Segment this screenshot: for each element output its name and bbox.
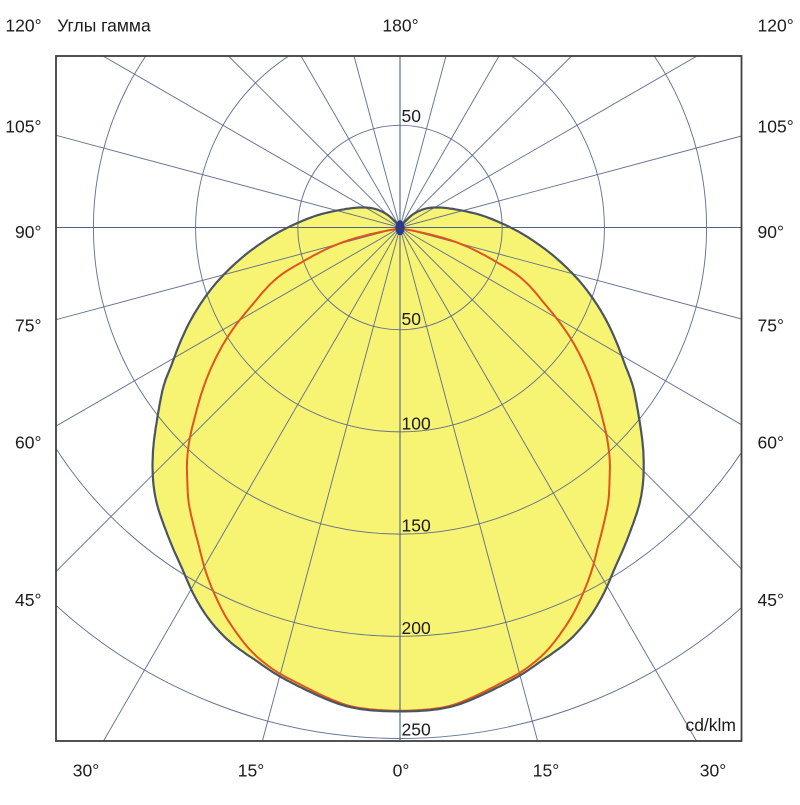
svg-text:105°: 105° <box>758 117 794 137</box>
svg-text:50: 50 <box>402 106 422 126</box>
svg-text:60°: 60° <box>15 432 41 452</box>
svg-text:45°: 45° <box>758 590 784 610</box>
svg-text:100: 100 <box>402 413 431 433</box>
svg-text:120°: 120° <box>758 16 794 36</box>
svg-text:75°: 75° <box>758 315 784 335</box>
svg-text:200: 200 <box>402 618 431 638</box>
svg-text:15°: 15° <box>533 761 559 781</box>
svg-text:250: 250 <box>402 720 431 740</box>
svg-text:105°: 105° <box>5 117 41 137</box>
svg-text:50: 50 <box>402 309 422 329</box>
svg-text:90°: 90° <box>15 222 41 242</box>
svg-text:0°: 0° <box>393 761 410 781</box>
svg-text:75°: 75° <box>15 315 41 335</box>
svg-text:Углы гамма: Углы гамма <box>57 16 151 36</box>
svg-text:120°: 120° <box>5 16 41 36</box>
svg-text:150: 150 <box>402 516 431 536</box>
svg-text:cd/klm: cd/klm <box>685 715 736 735</box>
svg-text:30°: 30° <box>73 761 99 781</box>
svg-text:180°: 180° <box>382 16 418 36</box>
svg-text:60°: 60° <box>758 432 784 452</box>
svg-text:30°: 30° <box>700 761 726 781</box>
svg-text:90°: 90° <box>758 222 784 242</box>
svg-text:15°: 15° <box>238 761 264 781</box>
svg-text:45°: 45° <box>15 590 41 610</box>
